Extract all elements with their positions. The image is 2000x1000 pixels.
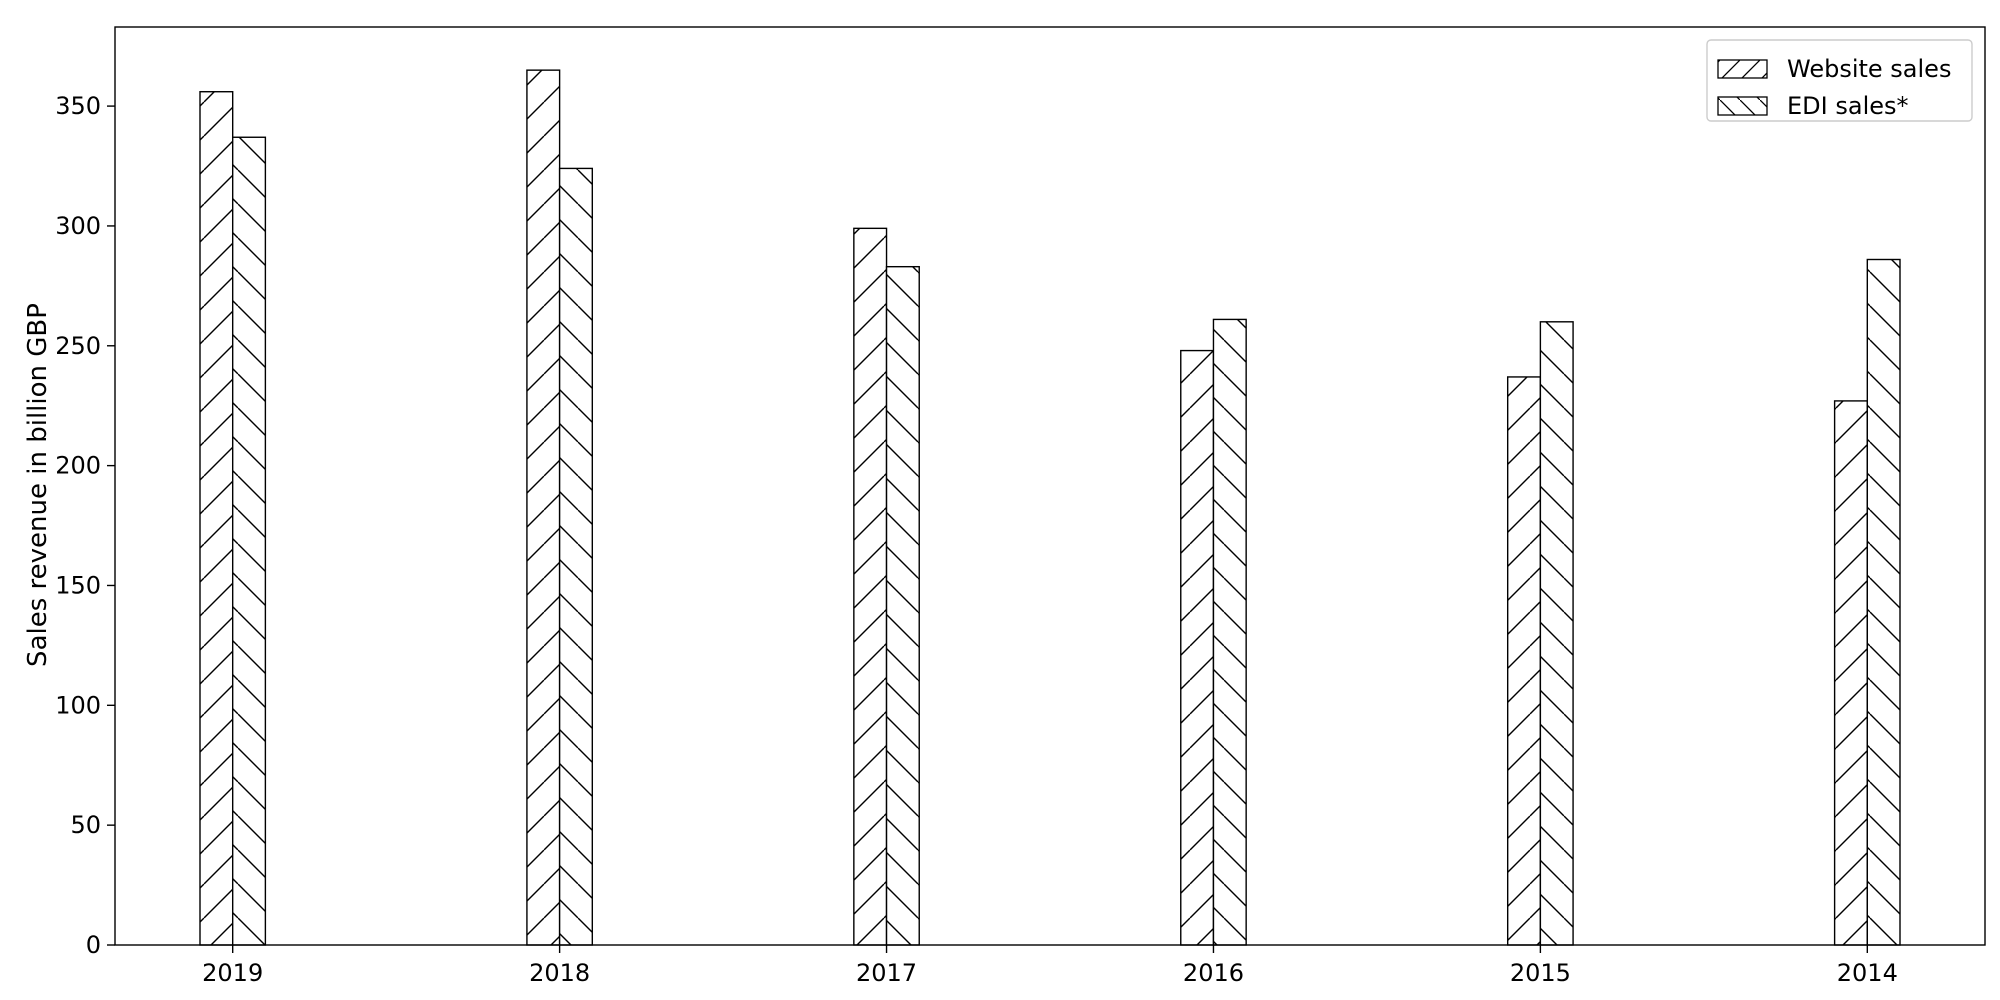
bar-edi-2015 xyxy=(1539,321,1574,946)
bar-hatch xyxy=(199,91,234,946)
y-tick-label: 0 xyxy=(86,931,101,959)
bar-edi-2019 xyxy=(231,136,267,946)
y-tick-label: 350 xyxy=(55,92,101,120)
bar-edi-2017 xyxy=(885,265,920,946)
legend-item-edi: EDI sales* xyxy=(1717,92,1909,120)
x-tick-label: 2015 xyxy=(1510,959,1571,987)
bar-hatch xyxy=(1866,258,1901,946)
bar-hatch xyxy=(1506,376,1542,946)
bar-hatch xyxy=(558,167,594,946)
bar-website-2016 xyxy=(1180,349,1215,946)
y-tick-label: 300 xyxy=(55,212,101,240)
bar-hatch xyxy=(1180,349,1215,946)
x-tick-label: 2017 xyxy=(856,959,917,987)
y-tick-label: 200 xyxy=(55,452,101,480)
axes-layer: 0 50 100 150 200 250 300 350 2019 2018 2017 2016 201… xyxy=(55,26,1986,987)
plot-frame xyxy=(114,26,1986,946)
x-tick-label: 2016 xyxy=(1183,959,1244,987)
bar-website-2017 xyxy=(853,227,888,946)
legend-label: EDI sales* xyxy=(1787,92,1909,120)
bars-layer xyxy=(199,69,1901,946)
y-tick-label: 150 xyxy=(55,571,101,599)
y-tick-label: 250 xyxy=(55,332,101,360)
legend-frame xyxy=(1706,39,1973,122)
bar-website-2018 xyxy=(526,69,561,946)
bar-hatch xyxy=(526,69,561,946)
x-tick-label: 2018 xyxy=(529,959,590,987)
bar-edi-2014 xyxy=(1866,258,1901,946)
y-tick-label: 50 xyxy=(70,811,101,839)
bar-edi-2016 xyxy=(1212,318,1247,946)
bar-hatch xyxy=(1212,318,1247,946)
legend: Website sales EDI sales* xyxy=(1706,39,1973,122)
bar-website-2019 xyxy=(199,91,234,946)
legend-swatch xyxy=(1717,59,1768,79)
bar-hatch xyxy=(1833,400,1869,946)
bar-website-2014 xyxy=(1833,400,1869,946)
x-tick-label: 2014 xyxy=(1837,959,1898,987)
bar-hatch xyxy=(1539,321,1574,946)
bar-website-2015 xyxy=(1506,376,1542,946)
legend-swatch xyxy=(1717,96,1768,116)
bar-hatch xyxy=(853,227,888,946)
bar-edi-2018 xyxy=(558,167,594,946)
bar-hatch xyxy=(231,136,267,946)
x-tick-label: 2019 xyxy=(202,959,263,987)
y-tick-label: 100 xyxy=(55,691,101,719)
bar-hatch xyxy=(885,265,920,946)
y-axis-label: Sales revenue in billion GBP xyxy=(23,303,53,667)
legend-item-website: Website sales xyxy=(1717,55,1951,83)
legend-label: Website sales xyxy=(1787,55,1951,83)
